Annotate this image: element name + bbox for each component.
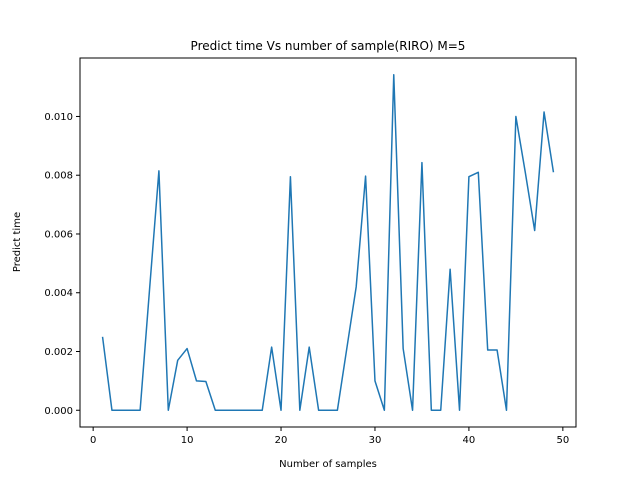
y-tick-label: 0.006 [44,229,73,240]
x-tick-label: 10 [181,435,194,446]
y-tick-label: 0.008 [44,171,73,182]
x-axis: 0 10 20 30 40 50 [90,427,569,446]
axes-frame [79,57,577,428]
x-tick-label: 0 [90,435,96,446]
x-tick-label: 30 [369,435,382,446]
x-axis-label: Number of samples [279,459,377,470]
y-tick-label: 0.000 [44,406,73,417]
series-line-0 [101,74,555,411]
y-axis: 0.000 0.002 0.004 0.006 0.008 0.010 [44,112,80,417]
x-tick-label: 40 [463,435,476,446]
y-tick-label: 0.004 [44,288,73,299]
y-tick-label: 0.010 [44,112,73,123]
plot-area [101,74,555,411]
y-tick-label: 0.002 [44,347,73,358]
y-axis-label: Predict time [12,212,23,272]
x-tick-label: 20 [275,435,288,446]
chart-title: Predict time Vs number of sample(RIRO) M… [191,39,466,53]
x-tick-label: 50 [556,435,569,446]
